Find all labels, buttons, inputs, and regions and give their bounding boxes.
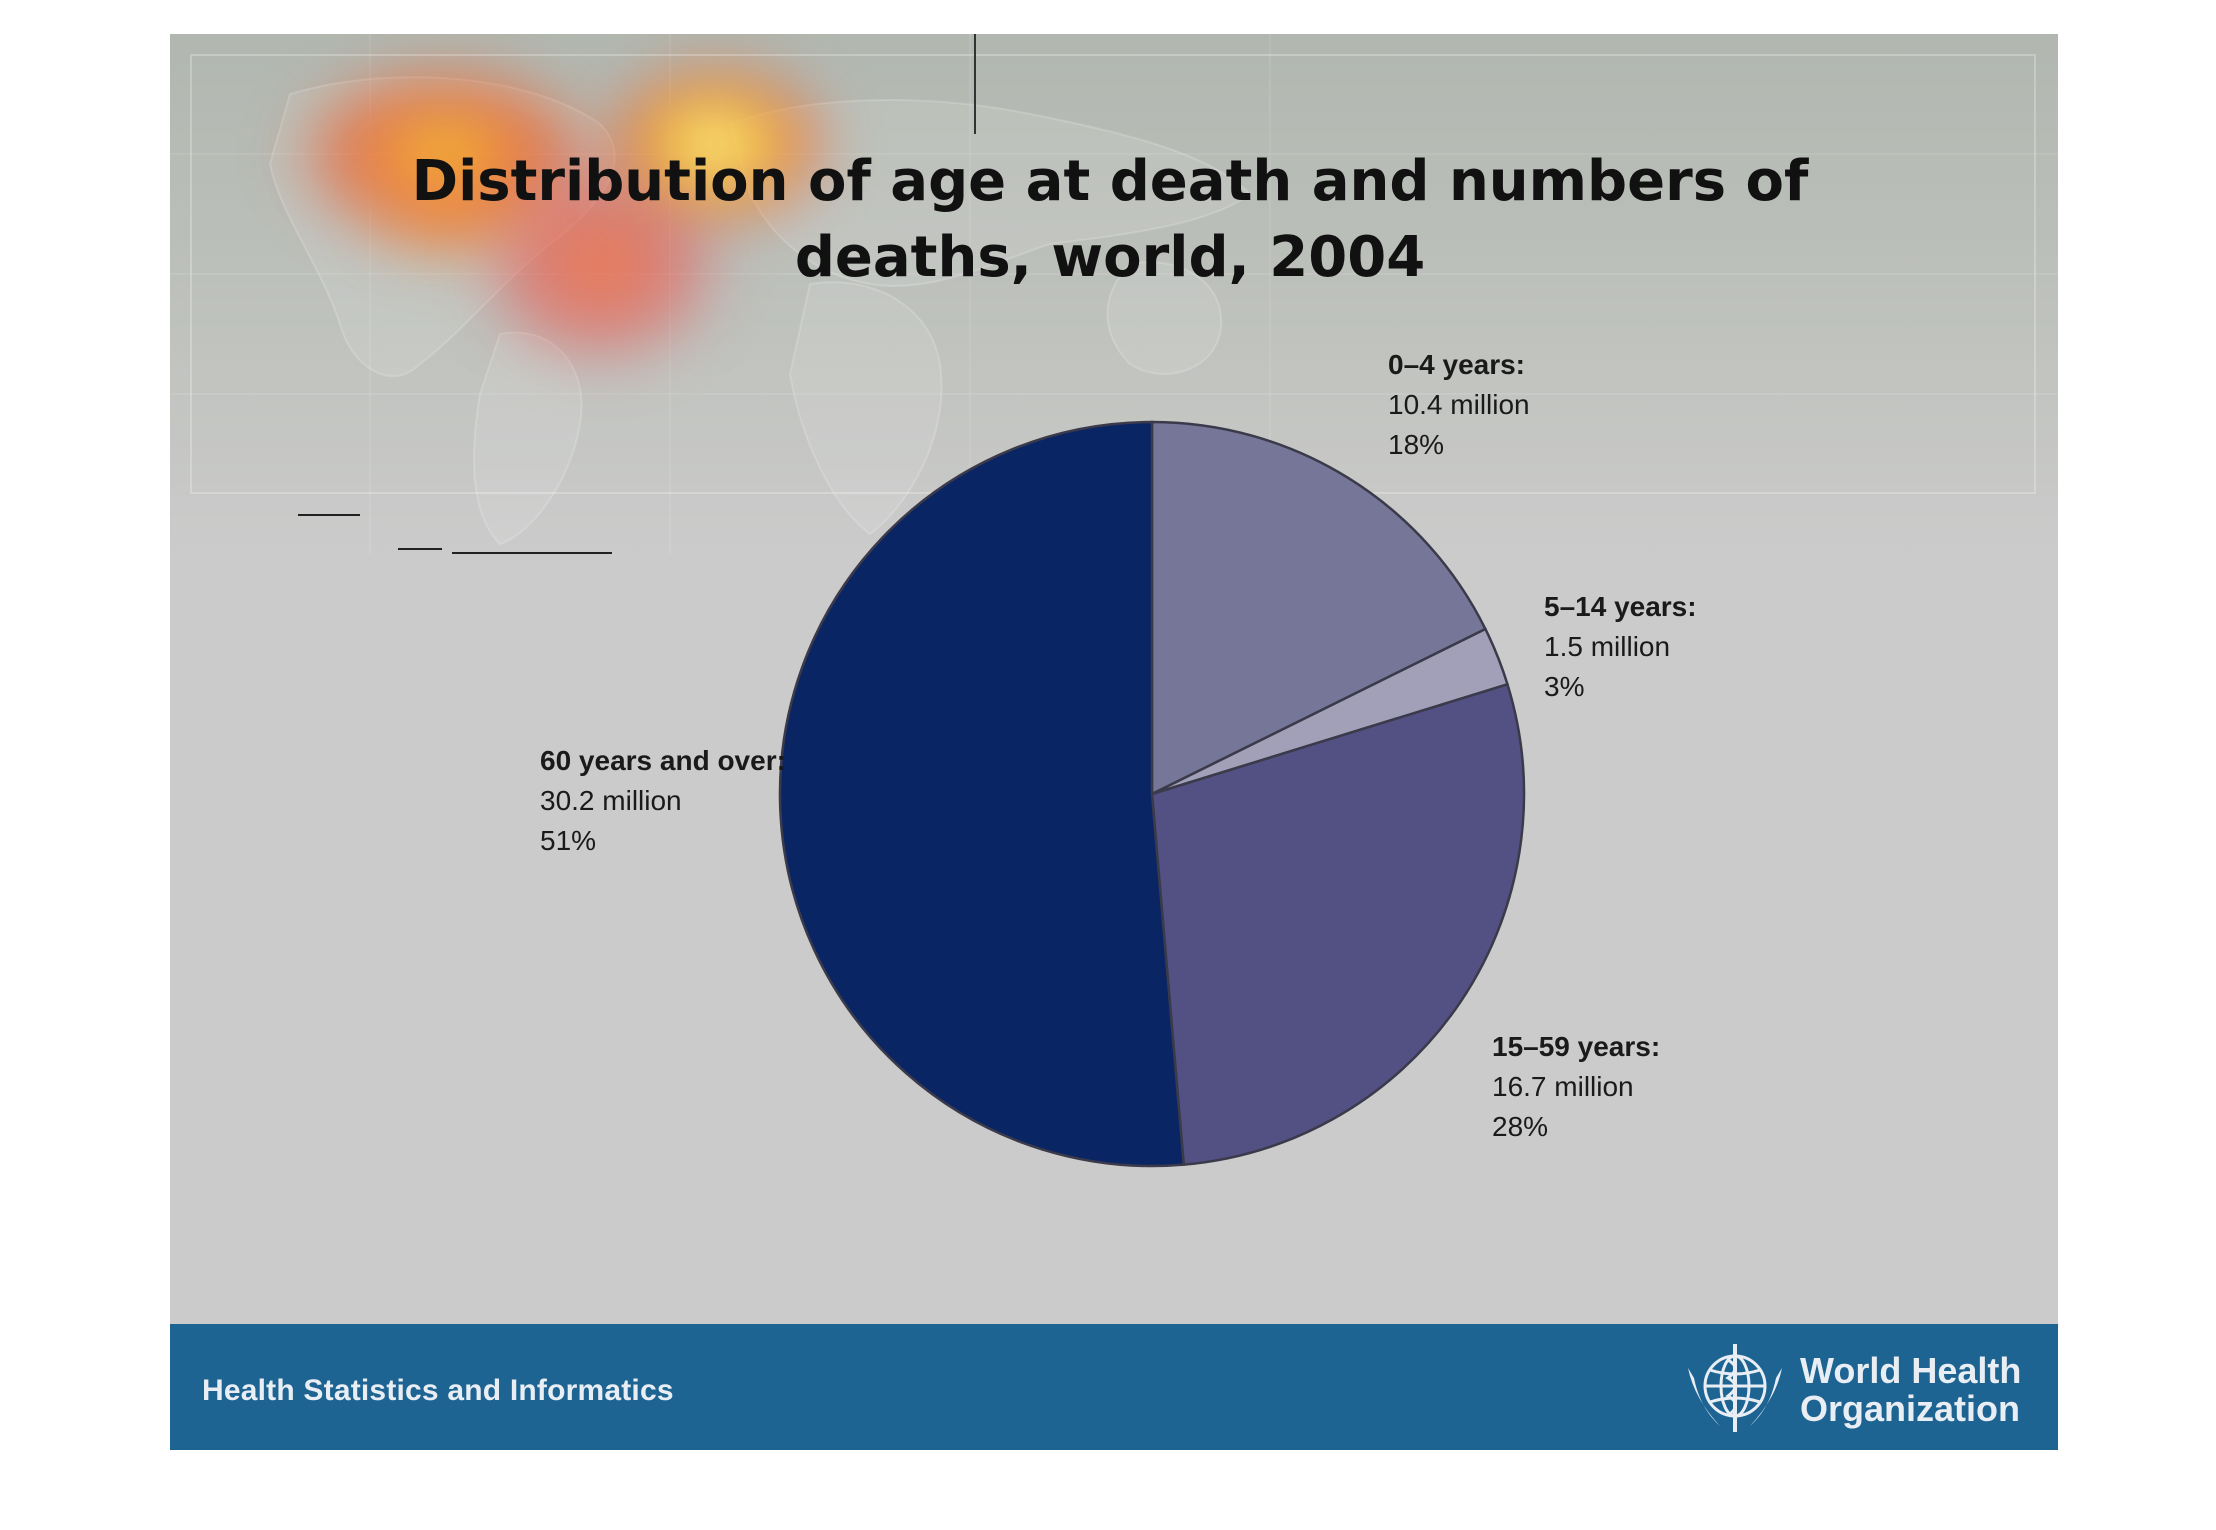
slice-label-percent: 18%: [1388, 429, 1444, 460]
underline-mark: [452, 552, 612, 554]
slice-label-name: 60 years and over:: [540, 745, 786, 776]
slice-label-value: 10.4 million: [1388, 389, 1530, 420]
slice-label-value: 30.2 million: [540, 785, 682, 816]
who-emblem-icon: [1688, 1344, 1782, 1432]
slide: Distribution of age at death and numbers…: [170, 34, 2058, 1450]
footer-bar: Health Statistics and Informatics World …: [170, 1324, 2058, 1450]
pie-chart: 0–4 years: 10.4 million 18% 5–14 years: 1.5 …: [540, 349, 1697, 1168]
who-wordmark: World Health Organization: [1800, 1352, 2021, 1428]
slice-label-percent: 51%: [540, 825, 596, 856]
slice-label-name: 15–59 years:: [1492, 1031, 1660, 1062]
slice-label-value: 1.5 million: [1544, 631, 1670, 662]
chart-title-line2: deaths, world, 2004: [794, 225, 1426, 290]
pie-slice: [778, 420, 1186, 1168]
slice-label-name: 5–14 years:: [1544, 591, 1697, 622]
underline-mark: [398, 548, 442, 550]
pie-slice: [1150, 682, 1526, 1166]
who-name-line1: World Health: [1800, 1350, 2022, 1391]
heatmap-blob: [590, 54, 840, 234]
slice-label-percent: 28%: [1492, 1111, 1548, 1142]
chart-title-line1: Distribution of age at death and numbers…: [411, 149, 1809, 214]
underline-mark: [298, 514, 360, 516]
slice-label-percent: 3%: [1544, 671, 1584, 702]
heatmap-blob: [350, 144, 550, 274]
chart-title: Distribution of age at death and numbers…: [290, 144, 1930, 296]
footer-department-label: Health Statistics and Informatics: [202, 1374, 674, 1407]
top-tick-line: [974, 34, 976, 134]
pie-slice: [1150, 420, 1488, 797]
who-name-line2: Organization: [1800, 1388, 2021, 1429]
slice-label-value: 16.7 million: [1492, 1071, 1634, 1102]
slice-label-name: 0–4 years:: [1388, 349, 1525, 380]
